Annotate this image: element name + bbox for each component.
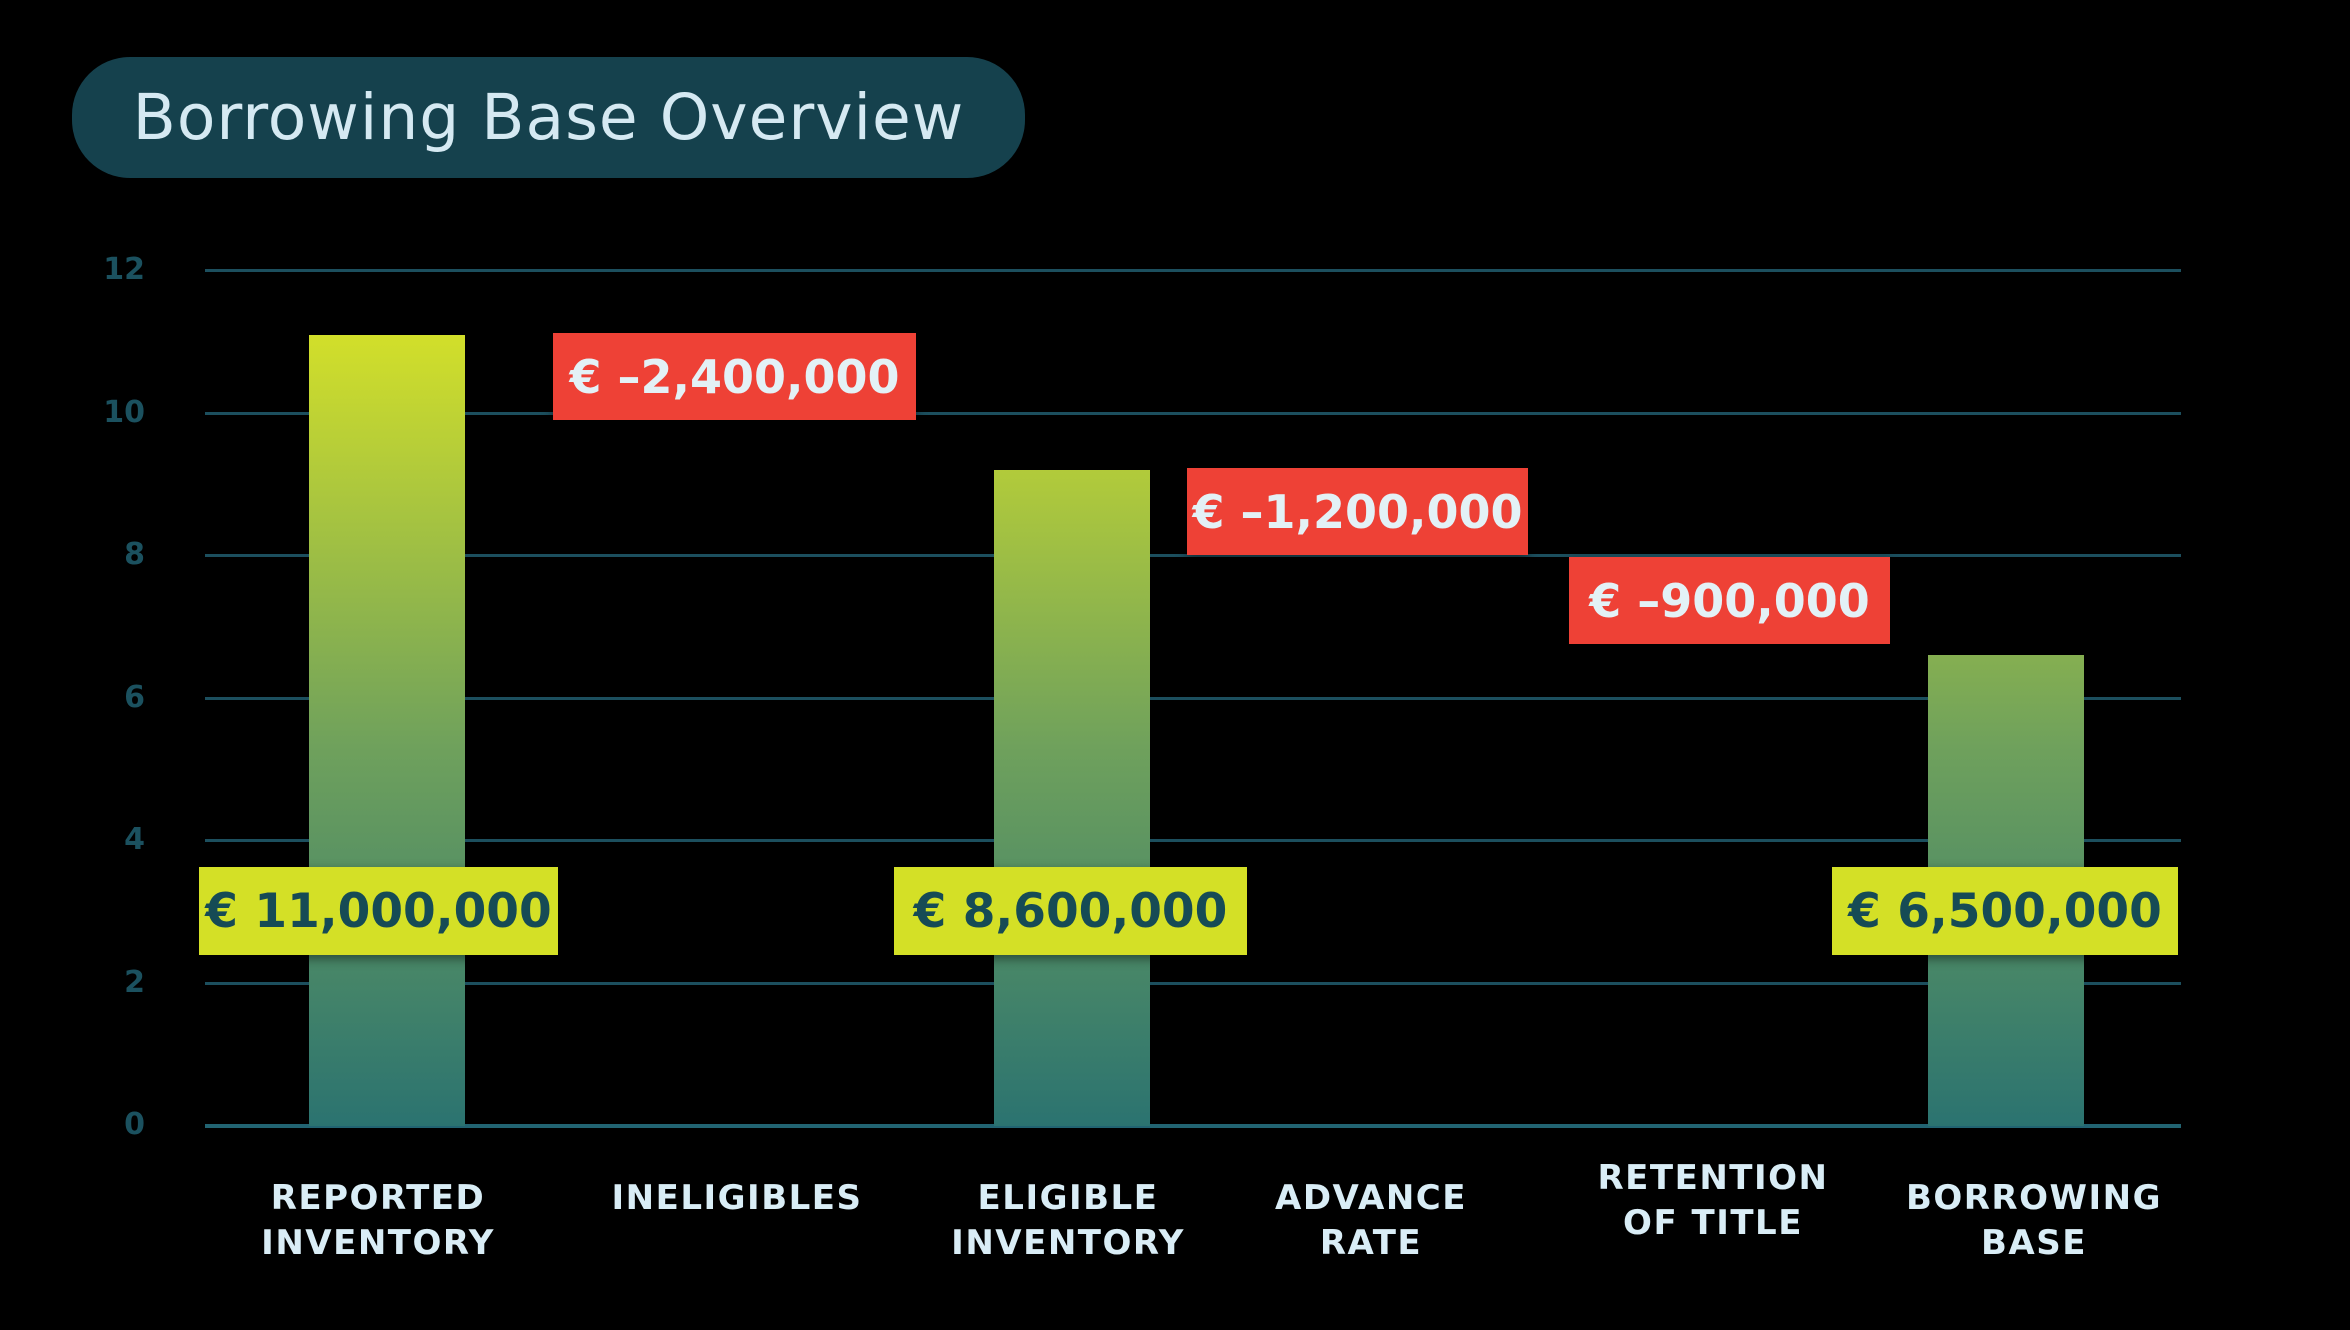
category-label-line: INELIGIBLES bbox=[611, 1178, 863, 1218]
y-tick-label-4: 4 bbox=[124, 822, 145, 857]
category-label-line: ELIGIBLE bbox=[977, 1178, 1159, 1218]
delta-value-ineligibles: € –2,400,000 bbox=[569, 349, 900, 404]
category-label-line: REPORTED bbox=[270, 1178, 486, 1218]
category-label-retention-of-title: RETENTION OF TITLE bbox=[1503, 1156, 1923, 1246]
gridline-10 bbox=[205, 411, 2181, 415]
y-tick-label-12: 12 bbox=[103, 252, 145, 287]
chart-title: Borrowing Base Overview bbox=[132, 81, 965, 154]
delta-value-advance-rate: € –1,200,000 bbox=[1192, 484, 1523, 539]
delta-box-retention-of-title: € –900,000 bbox=[1569, 557, 1890, 644]
gridline-0 bbox=[205, 1124, 2181, 1128]
category-label-advance-rate: ADVANCE RATE bbox=[1161, 1176, 1581, 1266]
category-label-eligible-inventory: ELIGIBLE INVENTORY bbox=[858, 1176, 1278, 1266]
chip-value-borrowing-base: € 6,500,000 bbox=[1848, 883, 2162, 939]
gridline-6 bbox=[205, 696, 2181, 700]
category-label-line: BASE bbox=[1981, 1223, 2087, 1263]
category-label-line: RATE bbox=[1319, 1223, 1423, 1263]
category-label-line: RETENTION bbox=[1597, 1158, 1829, 1198]
gridline-12 bbox=[205, 269, 2181, 272]
value-chip-reported-inventory: € 11,000,000 bbox=[199, 867, 558, 955]
category-label-line: INVENTORY bbox=[951, 1223, 1185, 1263]
category-label-line: BORROWING bbox=[1905, 1178, 2163, 1218]
y-tick-label-6: 6 bbox=[124, 679, 145, 715]
category-label-ineligibles: INELIGIBLES bbox=[527, 1176, 947, 1221]
category-label-reported-inventory: REPORTED INVENTORY bbox=[168, 1176, 588, 1266]
y-tick-label-10: 10 bbox=[103, 394, 145, 430]
gridline-4 bbox=[205, 839, 2181, 842]
category-label-line: INVENTORY bbox=[261, 1223, 495, 1263]
bar-eligible-inventory bbox=[994, 469, 1150, 1126]
chip-value-reported-inventory: € 11,000,000 bbox=[205, 883, 552, 939]
delta-box-advance-rate: € –1,200,000 bbox=[1187, 468, 1528, 555]
category-label-borrowing-base: BORROWING BASE bbox=[1824, 1176, 2244, 1266]
delta-box-ineligibles: € –2,400,000 bbox=[553, 333, 916, 420]
category-label-line: ADVANCE bbox=[1275, 1178, 1467, 1218]
chart-title-pill: Borrowing Base Overview bbox=[72, 57, 1025, 178]
y-tick-label-8: 8 bbox=[124, 537, 145, 572]
y-tick-label-0: 0 bbox=[124, 1107, 145, 1142]
gridline-8 bbox=[205, 554, 2181, 557]
delta-value-retention-of-title: € –900,000 bbox=[1589, 573, 1870, 628]
chip-value-eligible-inventory: € 8,600,000 bbox=[913, 883, 1228, 939]
y-tick-label-2: 2 bbox=[124, 964, 145, 1000]
category-label-line: OF TITLE bbox=[1623, 1203, 1803, 1243]
value-chip-borrowing-base: € 6,500,000 bbox=[1832, 867, 2178, 955]
bar-reported-inventory bbox=[309, 334, 465, 1126]
gridline-2 bbox=[205, 981, 2181, 985]
value-chip-eligible-inventory: € 8,600,000 bbox=[894, 867, 1247, 955]
